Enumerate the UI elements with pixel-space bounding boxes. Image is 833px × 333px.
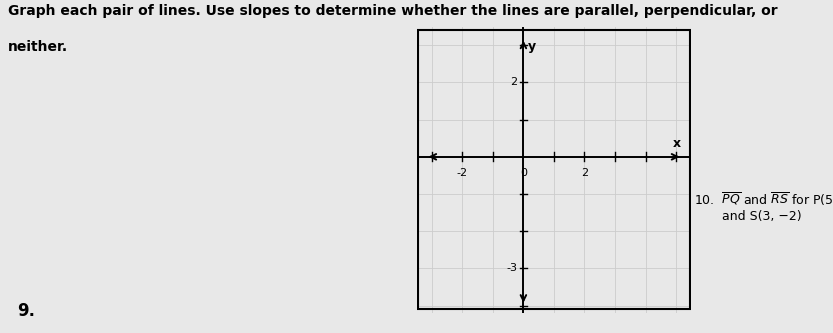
Text: 2: 2 — [510, 78, 517, 88]
Text: y: y — [528, 40, 536, 53]
Text: -2: -2 — [456, 168, 468, 178]
Text: x: x — [672, 137, 681, 150]
Text: 10.  $\overline{\mathit{PQ}}$ and $\overline{\mathit{RS}}$ for P(5, 1), Q(−1, −1: 10. $\overline{\mathit{PQ}}$ and $\overl… — [694, 190, 833, 222]
Text: 0: 0 — [520, 168, 527, 178]
Text: -3: -3 — [506, 263, 517, 273]
Text: 9.: 9. — [17, 302, 35, 320]
Text: Graph each pair of lines. Use slopes to determine whether the lines are parallel: Graph each pair of lines. Use slopes to … — [8, 4, 778, 18]
Text: 2: 2 — [581, 168, 588, 178]
Text: neither.: neither. — [8, 40, 68, 54]
